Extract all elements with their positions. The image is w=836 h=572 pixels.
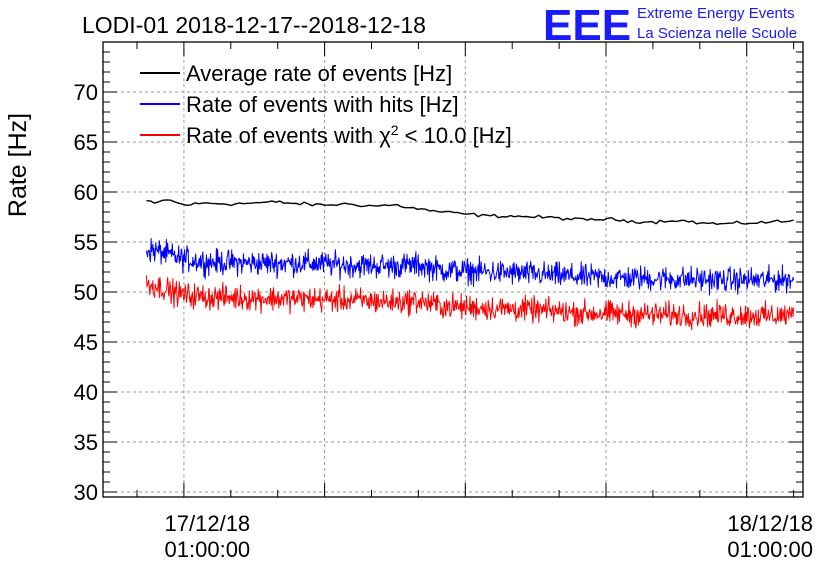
legend-chi2-label: Rate of events with χ2 < 10.0 [Hz]	[186, 122, 512, 148]
y-tick-label: 70	[74, 80, 98, 105]
x-tick-label-time: 01:00:00	[165, 537, 251, 562]
y-tick-label: 65	[74, 130, 98, 155]
y-tick-label: 55	[74, 230, 98, 255]
y-tick-label: 35	[74, 430, 98, 455]
series-hits-rate	[145, 238, 795, 296]
series-chi2-rate	[145, 275, 795, 331]
y-tick-label: 30	[74, 480, 98, 505]
chart-title: LODI-01 2018-12-17--2018-12-18	[82, 12, 426, 38]
y-tick-label: 50	[74, 280, 98, 305]
legend-hits-label: Rate of events with hits [Hz]	[186, 92, 459, 117]
legend: Average rate of events [Hz] Rate of event…	[140, 61, 512, 148]
axes: 30354045505560657017/12/1801:00:0018/12/…	[74, 41, 813, 562]
logo-line-1: Extreme Energy Events	[637, 5, 795, 22]
chi-square-rest: < 10.0 [Hz]	[399, 123, 512, 148]
y-tick-label: 60	[74, 180, 98, 205]
x-tick-label-date: 18/12/18	[727, 511, 813, 536]
series-average-rate	[146, 199, 794, 225]
x-tick-label-time: 01:00:00	[727, 537, 813, 562]
y-tick-label: 40	[74, 380, 98, 405]
series-layer	[145, 199, 795, 331]
grid-lines	[103, 42, 803, 497]
legend-average-label: Average rate of events [Hz]	[186, 61, 452, 86]
x-tick-label-date: 17/12/18	[165, 511, 251, 536]
y-axis-label: Rate [Hz]	[4, 113, 32, 217]
plot-frame	[102, 41, 804, 498]
y-tick-label: 45	[74, 330, 98, 355]
eee-logo: EEE Extreme Energy Events La Scienza nel…	[543, 1, 797, 50]
logo-line-2: La Scienza nelle Scuole	[637, 25, 797, 42]
chi-square-superscript: 2	[391, 122, 399, 138]
